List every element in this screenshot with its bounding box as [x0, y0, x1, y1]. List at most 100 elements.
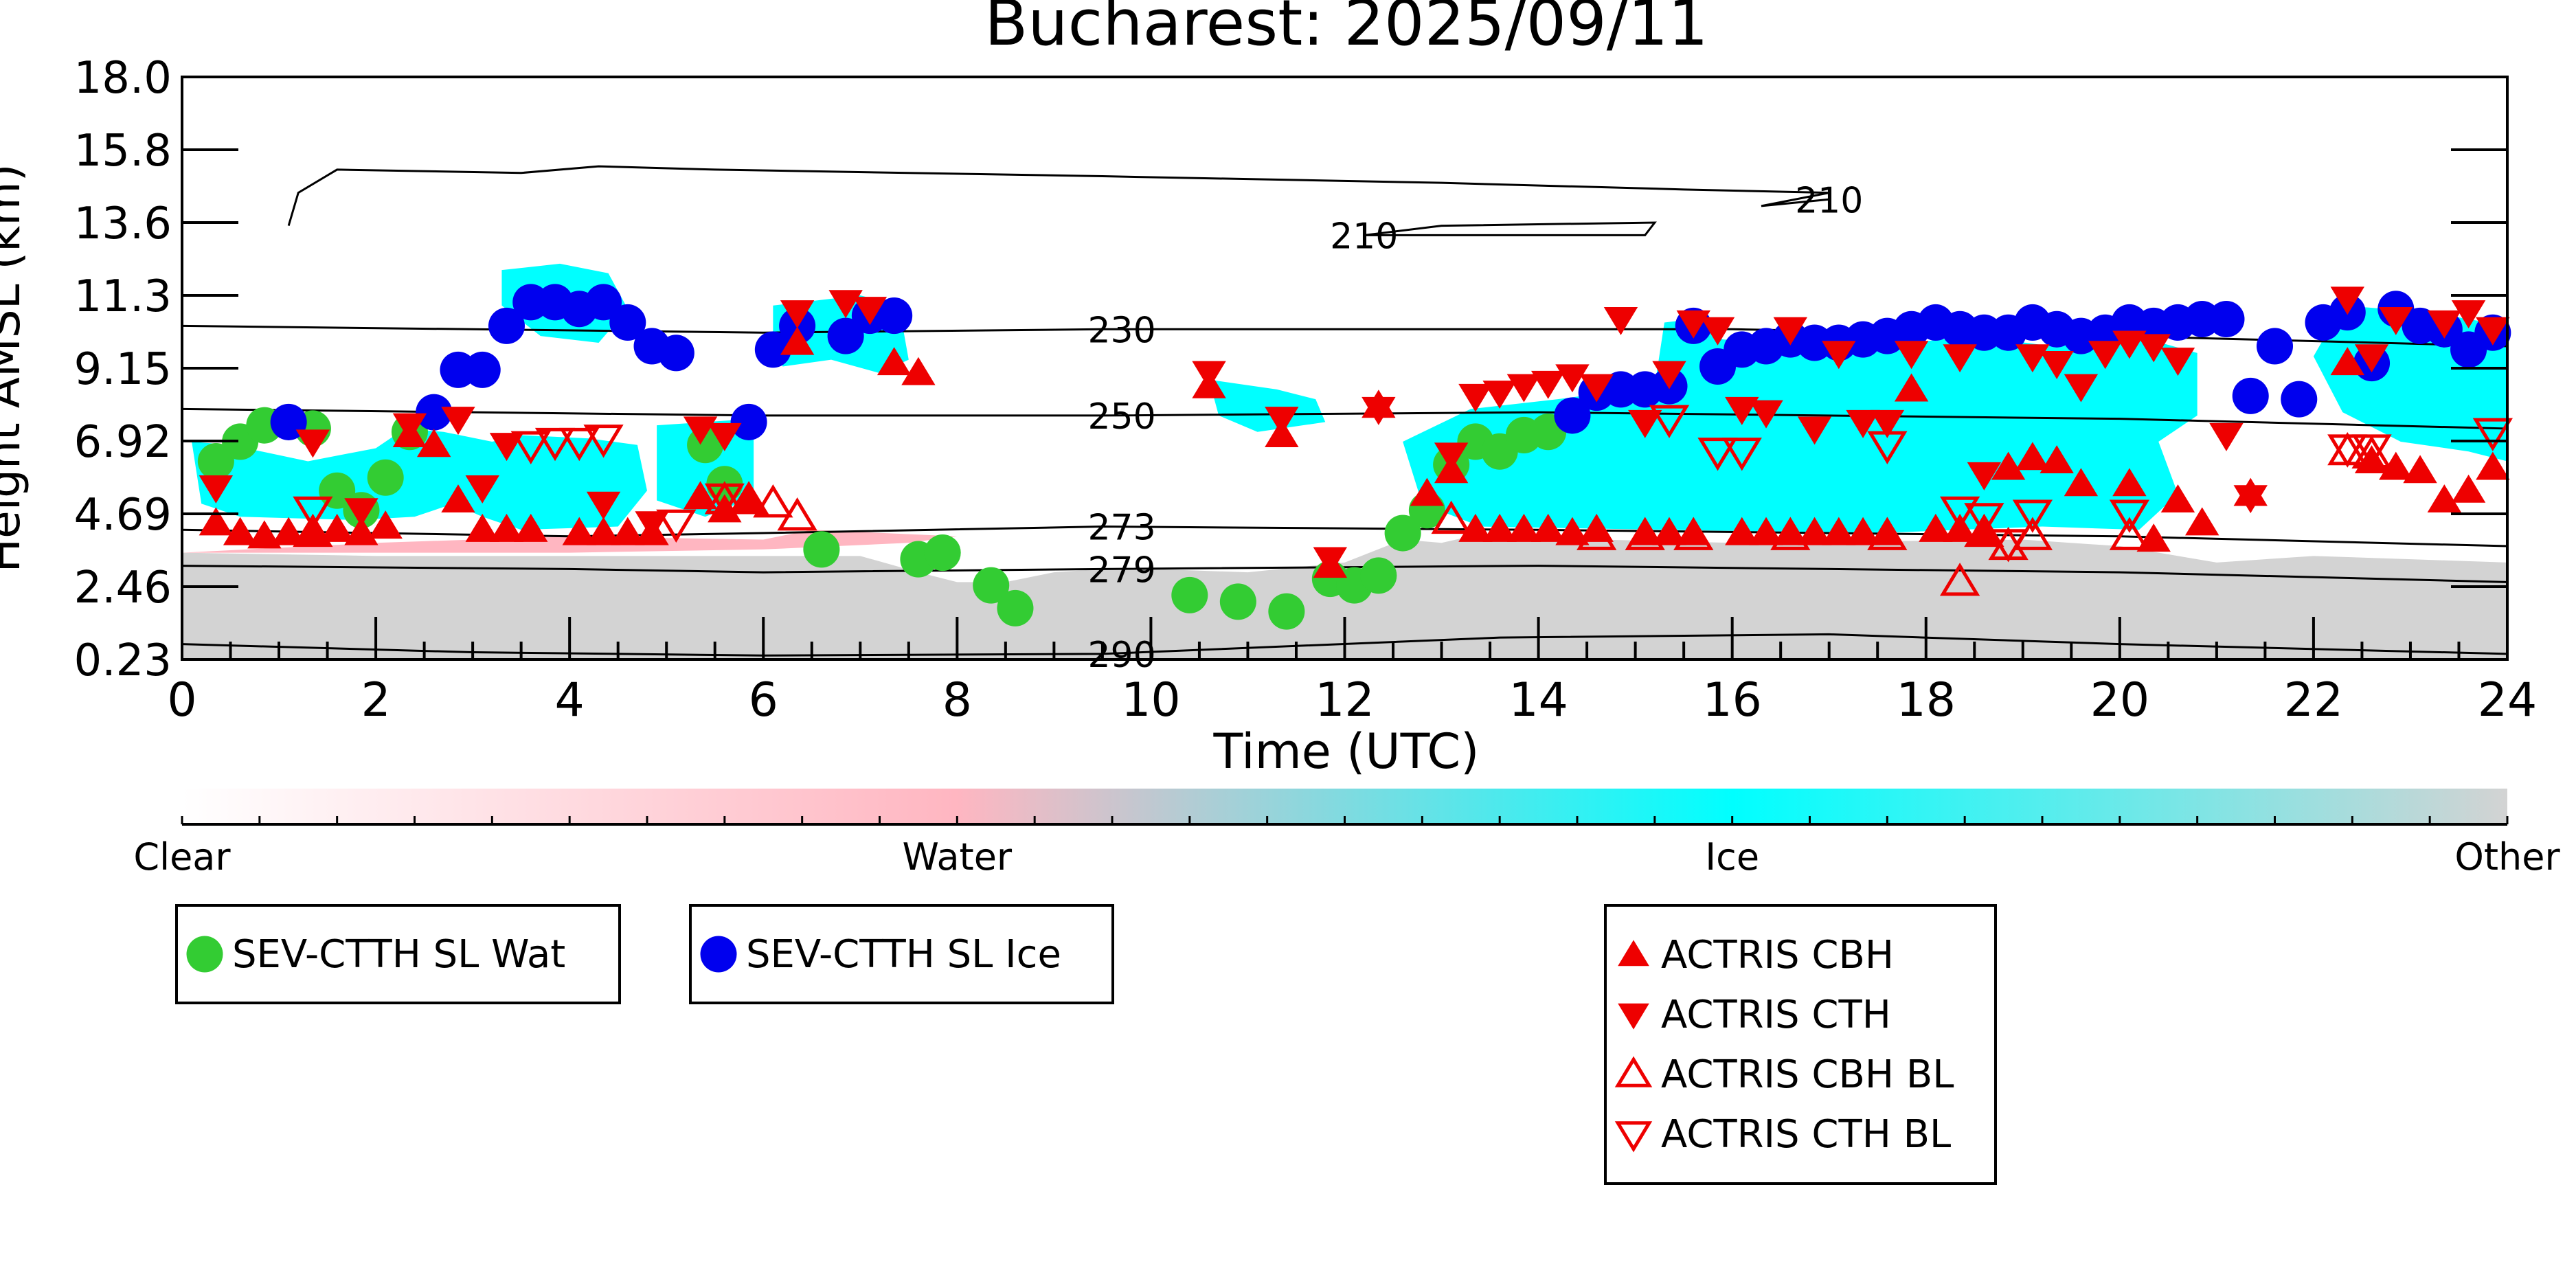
- actris-cth-marker: [1603, 306, 1638, 335]
- sev-ctth-sl-ice-marker: [609, 304, 646, 341]
- actris-cbh-marker: [319, 513, 354, 542]
- actris-cth-bl-marker: [656, 509, 697, 543]
- contour-label: 279: [1087, 550, 1155, 591]
- actris-cth-marker: [1652, 361, 1686, 389]
- actris-cbh-marker: [1991, 451, 2026, 480]
- actris-cth-marker: [2136, 334, 2171, 363]
- y-tick-label: 9.15: [74, 344, 172, 395]
- x-tick-label: 6: [749, 673, 778, 727]
- sev-ctth-sl-ice-marker: [2281, 381, 2318, 418]
- sev-ctth-sl-wat-marker: [997, 589, 1034, 626]
- actris-cbh-marker: [2379, 451, 2413, 480]
- legend-box: [689, 904, 1114, 1004]
- legend-entry-sev-ctth-sl-wat: SEV-CTTH SL Wat: [232, 932, 565, 977]
- x-tick-label: 0: [167, 673, 196, 727]
- x-axis-ticks: 0 2 4 6 8 10 12 14 16 18 20 22 24: [167, 617, 2537, 727]
- sev-ctth-sl-ice-marker: [416, 394, 453, 431]
- actris-cbh-marker: [1725, 517, 1759, 545]
- actris-cbh-marker: [901, 357, 936, 385]
- actris-cbh-marker: [2451, 474, 2486, 503]
- actris-cth-marker: [489, 433, 524, 462]
- actris-cth-marker: [1482, 381, 1517, 409]
- actris-cbh-marker: [271, 517, 306, 545]
- contour-label: 210: [1795, 180, 1863, 221]
- legend-swatch-sev-ctth-sl-wat: [186, 936, 223, 973]
- actris-cbh-bl-marker: [1939, 563, 1980, 596]
- legend-entry-sev-ctth-sl-ice: SEV-CTTH SL Ice: [746, 932, 1061, 977]
- actris-cth-marker: [1313, 547, 1348, 576]
- sev-ctth-sl-ice-marker: [464, 351, 501, 388]
- actris-cbh-bl-marker: [777, 497, 817, 531]
- legend-entry-actris-cth-bl: ACTRIS CTH BL: [1661, 1112, 1951, 1157]
- actris-cbh-marker: [1797, 517, 1832, 545]
- legend-swatch-actris-cbh: [1618, 940, 1649, 967]
- actris-cth-marker: [2379, 306, 2413, 335]
- legend-box: [175, 904, 621, 1004]
- actris-cth-bl-marker: [2351, 434, 2392, 468]
- actris-cbh-marker: [1919, 513, 1953, 542]
- actris-cbh-marker: [1530, 513, 1566, 542]
- legend-entry-actris-cbh-bl: ACTRIS CBH BL: [1661, 1052, 1954, 1097]
- legend-entry-actris-cbh: ACTRIS CBH: [1661, 933, 1894, 978]
- actris-cth-marker: [708, 422, 742, 451]
- actris-cbh-marker: [586, 517, 621, 545]
- actris-cbh-marker: [2064, 468, 2099, 497]
- actris-cth-marker: [392, 413, 427, 442]
- actris-cth-marker: [1265, 407, 1299, 436]
- actris-cbh-marker: [223, 517, 258, 545]
- actris-cth-marker: [1967, 462, 2002, 490]
- actris-cbh-marker: [1822, 517, 1856, 545]
- colorbar-ticks: [181, 816, 2509, 824]
- actris-cth-marker: [1530, 370, 1566, 399]
- actris-cbh-marker: [1846, 517, 1880, 545]
- y-tick-label: 6.92: [74, 417, 172, 468]
- sev-ctth-sl-ice-marker: [2208, 300, 2245, 338]
- actris-cbh-marker: [732, 484, 766, 513]
- actris-cth-bl-marker: [704, 483, 745, 517]
- actris-cbh-marker: [247, 520, 282, 549]
- actris-cth-marker: [852, 297, 888, 326]
- actris-cbh-marker: [611, 517, 645, 545]
- actris-cth-marker: [1362, 396, 1396, 425]
- y-tick-label: 2.46: [74, 563, 172, 613]
- x-tick-label: 2: [361, 673, 390, 727]
- sev-ctth-sl-ice-marker: [730, 403, 767, 440]
- legend-swatch-actris-cth-bl: [1614, 1121, 1653, 1153]
- actris-cbh-marker: [562, 517, 596, 545]
- actris-cth-bl-marker: [293, 496, 333, 530]
- actris-cth-bl-marker: [1964, 503, 2004, 536]
- sev-ctth-sl-wat-marker: [367, 459, 404, 496]
- y-tick-label: 13.6: [74, 199, 172, 249]
- actris-cth-marker: [1797, 416, 1832, 445]
- actris-cth-marker: [441, 407, 475, 436]
- actris-cbh-bl-marker: [1625, 517, 1665, 550]
- sev-ctth-sl-ice-marker: [827, 317, 864, 354]
- contour-line-250: [181, 407, 2508, 430]
- y-tick-label: 15.8: [74, 126, 172, 177]
- sev-ctth-sl-wat-marker: [924, 534, 961, 572]
- actris-cth-marker: [1700, 317, 1735, 346]
- actris-cbh-bl-marker: [1577, 517, 1617, 550]
- legend-swatch-sev-ctth-sl-ice: [700, 936, 737, 973]
- y-axis-label: Height AMSL (km): [0, 164, 30, 573]
- actris-cth-marker: [1846, 409, 1880, 438]
- legend-box: [1604, 904, 1997, 1185]
- actris-cbh-bl-marker: [753, 484, 793, 518]
- actris-cbh-marker: [1652, 517, 1686, 545]
- actris-cth-marker: [2209, 422, 2244, 451]
- actris-cth-marker: [2233, 485, 2268, 514]
- actris-cbh-bl-marker: [728, 481, 769, 515]
- actris-cth-marker: [344, 498, 379, 527]
- colorbar: Clear Water Ice Other: [133, 789, 2560, 879]
- y-tick-label: 0.23: [74, 635, 172, 686]
- contour-label: 230: [1087, 310, 1155, 351]
- colorbar-label-other: Other: [2454, 835, 2560, 879]
- x-tick-label: 8: [942, 673, 972, 727]
- sev-ctth-sl-wat-marker: [1219, 583, 1256, 620]
- y-tick-label: 11.3: [74, 271, 172, 322]
- actris-cbh-marker: [2330, 347, 2364, 376]
- actris-cth-marker: [1870, 409, 1905, 438]
- actris-cbh-marker: [465, 513, 499, 542]
- sev-ctth-sl-wat-marker: [1268, 593, 1305, 630]
